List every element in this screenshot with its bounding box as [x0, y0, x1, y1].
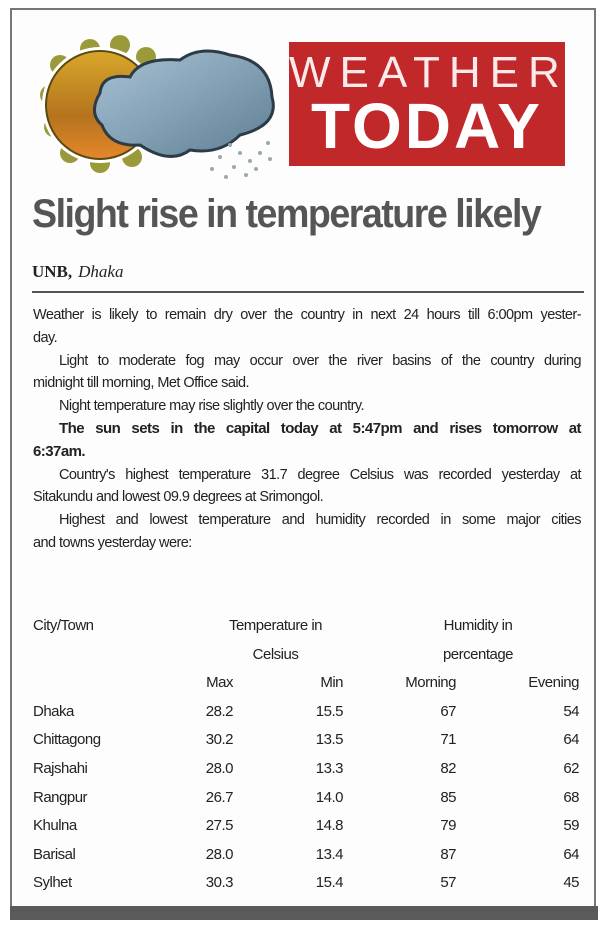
paragraph-line: 6:37am. [33, 442, 86, 460]
humidity-header: Humidity in [443, 617, 513, 634]
max-cell: 28.2 [205, 702, 234, 720]
max-cell: 30.2 [205, 731, 234, 749]
city-cell: Sylhet [33, 874, 72, 892]
max-cell: 30.3 [205, 874, 234, 892]
paragraph-line: day. [33, 329, 58, 346]
evening-cell: 64 [563, 845, 579, 863]
evening-header: Evening [528, 674, 579, 692]
city-cell: Chittagong [33, 731, 101, 749]
temp-header: Temperature in [228, 617, 323, 634]
paragraph: Light to moderate fog may occur over the… [33, 350, 582, 396]
humidity-header-unit: percentage [442, 645, 514, 663]
headline: Slight rise in temperature likely [32, 192, 542, 236]
min-cell: 14.8 [315, 817, 344, 835]
article-body: Weather is likely to remain dry over the… [33, 304, 582, 555]
min-cell: 15.4 [315, 874, 344, 892]
table-row: Barisal 28.0 13.4 87 64 [33, 846, 581, 875]
max-header: Max [206, 674, 233, 692]
city-cell: Barisal [33, 845, 76, 863]
temp-header-unit: Celsius [252, 645, 299, 663]
table-header-row-1: City/Town Temperature in Humidity in [33, 617, 581, 646]
evening-cell: 62 [563, 759, 579, 777]
evening-cell: 59 [563, 817, 579, 835]
min-cell: 13.5 [315, 731, 344, 749]
paragraph: Night temperature may rise slightly over… [33, 395, 581, 418]
city-cell: Rajshahi [33, 759, 88, 777]
max-cell: 28.0 [205, 759, 234, 777]
paragraph-line: Night temperature may rise slightly over… [59, 398, 365, 415]
morning-cell: 57 [440, 874, 456, 892]
morning-cell: 67 [440, 702, 456, 720]
bottom-bar [10, 906, 598, 920]
byline-location: Dhaka [78, 262, 124, 281]
morning-cell: 79 [440, 817, 456, 835]
paragraph-line: Sitakundu and lowest 09.9 degrees at Sri… [33, 489, 324, 506]
table-row: Khulna 27.5 14.8 79 59 [33, 817, 581, 846]
min-cell: 15.5 [315, 702, 344, 720]
paragraph-line: midnight till morning, Met Office said. [33, 375, 250, 392]
paragraph-line: Light to moderate fog may occur over the… [59, 352, 582, 369]
paragraph-line: Country's highest temperature 31.7 degre… [59, 466, 582, 483]
morning-cell: 71 [440, 731, 456, 749]
table-header-row-2: Celsius percentage [33, 646, 581, 675]
morning-cell: 85 [440, 788, 456, 806]
weather-table: City/Town Temperature in Humidity in Cel… [33, 617, 581, 903]
weather-today-logo: WEATHER TODAY [289, 42, 565, 166]
min-cell: 14.0 [315, 788, 344, 806]
sun-cloud-rain-icon [40, 35, 275, 179]
logo-line-1: WEATHER [289, 48, 569, 97]
divider [32, 291, 584, 293]
min-cell: 13.4 [315, 845, 344, 863]
paragraph: The sun sets in the capital today at 5:4… [33, 418, 582, 464]
paragraph: Highest and lowest temperature and humid… [33, 509, 582, 555]
min-header: Min [320, 674, 343, 692]
max-cell: 28.0 [205, 845, 234, 863]
table-row: Chittagong 30.2 13.5 71 64 [33, 731, 581, 760]
evening-cell: 54 [563, 702, 579, 720]
byline: UNB, Dhaka [32, 262, 123, 282]
evening-cell: 68 [563, 788, 579, 806]
city-cell: Khulna [33, 817, 77, 835]
paragraph-line: and towns yesterday were: [33, 534, 192, 551]
max-cell: 27.5 [205, 817, 234, 835]
table-row: Sylhet 30.3 15.4 57 45 [33, 874, 581, 903]
table-row: Dhaka 28.2 15.5 67 54 [33, 703, 581, 732]
table-subheader-row: Max Min Morning Evening [33, 674, 581, 703]
paragraph-line: Weather is likely to remain dry over the… [33, 307, 582, 323]
paragraph: Country's highest temperature 31.7 degre… [33, 464, 582, 510]
table-row: Rajshahi 28.0 13.3 82 62 [33, 760, 581, 789]
morning-cell: 82 [440, 759, 456, 777]
evening-cell: 45 [563, 874, 579, 892]
paragraph-line: Highest and lowest temperature and humid… [59, 512, 582, 529]
min-cell: 13.3 [315, 759, 344, 777]
logo-line-2: TODAY [311, 90, 543, 162]
evening-cell: 64 [563, 731, 579, 749]
max-cell: 26.7 [205, 788, 234, 806]
paragraph-line: The sun sets in the capital today at 5:4… [59, 419, 582, 437]
paragraph: Weather is likely to remain dry over the… [33, 304, 582, 350]
byline-source: UNB, [32, 262, 73, 281]
table-row: Rangpur 26.7 14.0 85 68 [33, 789, 581, 818]
city-cell: Rangpur [33, 788, 88, 806]
morning-cell: 87 [440, 845, 456, 863]
city-header: City/Town [33, 617, 94, 634]
city-cell: Dhaka [33, 702, 74, 720]
morning-header: Morning [405, 674, 456, 692]
